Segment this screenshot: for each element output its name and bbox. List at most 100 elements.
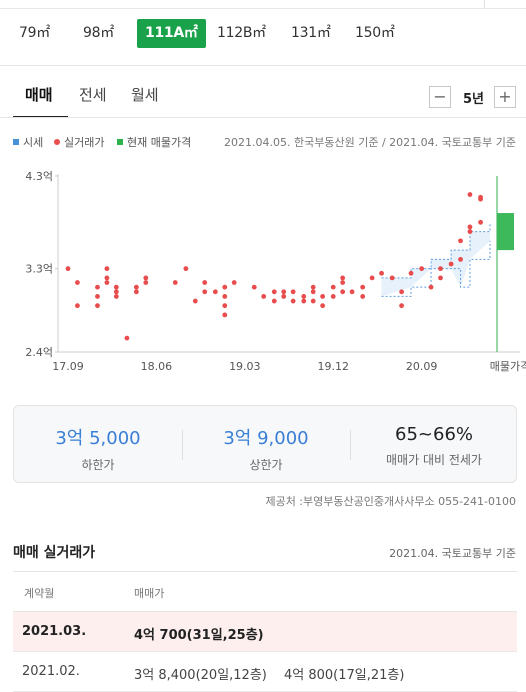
- transaction-point: [467, 224, 473, 230]
- transaction-point: [448, 261, 454, 267]
- tabs-divider: [0, 117, 526, 118]
- transaction-point: [379, 270, 384, 276]
- size-tab-98[interactable]: 98㎡: [83, 25, 114, 41]
- transaction-point: [478, 194, 483, 200]
- table-row[interactable]: 2021.03. 4억 700(31일,25층): [13, 612, 517, 652]
- x-tick-label: 18.06: [141, 360, 173, 373]
- square-icon: [117, 139, 123, 145]
- lower-price-label: 하한가: [81, 458, 115, 472]
- chart-source: 2021.04.05. 한국부동산원 기준 / 2021.04. 국토교통부 기…: [224, 136, 516, 149]
- transaction-point: [113, 289, 119, 295]
- period-decrease-button[interactable]: −: [429, 86, 451, 108]
- transaction-point: [104, 275, 110, 281]
- transaction-point: [133, 289, 139, 295]
- row-price: 3억 8,400(20일,12층): [134, 668, 267, 683]
- row-month: 2021.03.: [22, 624, 87, 639]
- transaction-point: [349, 289, 355, 295]
- transactions-source: 2021.04. 국토교통부 기준: [389, 547, 516, 560]
- transaction-point: [202, 289, 208, 295]
- transaction-point: [419, 266, 425, 272]
- transaction-point: [104, 266, 110, 272]
- transaction-point: [271, 289, 277, 295]
- legend-market-price: 시세: [13, 134, 43, 150]
- y-tick-label: 2.4억: [25, 346, 53, 359]
- upper-price-value: 3억 9,000: [223, 428, 309, 449]
- table-row[interactable]: 2021.02. 3억 8,400(20일,12층) 4억 800(17일,21…: [13, 652, 517, 692]
- transaction-point: [261, 294, 267, 299]
- transaction-point: [281, 294, 287, 299]
- transaction-point: [389, 275, 395, 281]
- transaction-point: [281, 289, 287, 295]
- transaction-point: [271, 298, 277, 304]
- tab-jeonse[interactable]: 전세: [79, 86, 107, 104]
- top-divider-vertical: [484, 0, 485, 8]
- jeonse-ratio-cell: 65~66% 매매가 대비 전세가: [350, 406, 518, 468]
- header-sale-price: 매매가: [134, 587, 165, 600]
- transaction-point: [320, 294, 326, 299]
- tab-monthly-rent[interactable]: 월세: [131, 86, 159, 104]
- transaction-point: [113, 284, 119, 290]
- transaction-point: [301, 298, 307, 304]
- transaction-point: [310, 289, 316, 295]
- period-increase-button[interactable]: +: [494, 86, 516, 108]
- legend-current-listing: 현재 매물가격: [117, 134, 191, 150]
- transaction-point: [399, 303, 404, 309]
- dot-icon: [54, 139, 60, 145]
- legend-label: 시세: [23, 136, 44, 149]
- header-contract-month: 계약월: [24, 587, 55, 600]
- transaction-point: [222, 303, 228, 309]
- summary-divider: [182, 430, 183, 460]
- size-tab-150[interactable]: 150㎡: [355, 25, 395, 41]
- transaction-point: [113, 294, 119, 299]
- price-summary-box: 3억 5,000 하한가 3억 9,000 상한가 65~66% 매매가 대비 …: [13, 405, 517, 483]
- table-header: 계약월 매매가: [13, 571, 517, 612]
- transaction-point: [340, 280, 346, 285]
- transaction-point: [369, 275, 375, 281]
- legend-actual-transaction: 실거래가: [54, 134, 104, 150]
- transaction-point: [340, 289, 346, 295]
- size-tab-131[interactable]: 131㎡: [291, 25, 331, 41]
- transaction-point: [192, 298, 198, 304]
- transaction-point: [290, 289, 296, 295]
- transaction-point: [438, 266, 443, 272]
- transaction-point: [467, 192, 473, 197]
- transaction-point: [478, 219, 483, 225]
- transaction-point: [458, 238, 463, 244]
- transaction-point: [104, 280, 110, 285]
- row-price: 4억 700(31일,25층): [134, 628, 264, 643]
- x-tick-label: 17.09: [52, 360, 84, 373]
- transaction-point: [290, 298, 296, 304]
- transaction-point: [95, 284, 100, 290]
- jeonse-ratio-label: 매매가 대비 전세가: [386, 453, 482, 467]
- legend-label: 실거래가: [64, 136, 105, 149]
- size-tab-112b[interactable]: 112B㎡: [217, 25, 266, 41]
- lower-price-value: 3억 5,000: [55, 428, 141, 449]
- transaction-point: [340, 275, 346, 281]
- transaction-point: [133, 284, 139, 290]
- lower-price-cell: 3억 5,000 하한가: [14, 406, 182, 473]
- y-tick-label: 3.3억: [25, 263, 53, 276]
- transaction-point: [330, 294, 336, 299]
- current-listing-range: [497, 213, 514, 251]
- data-provider: 제공처 :부영부동산공인중개사사무소 055-241-0100: [265, 495, 516, 508]
- transaction-point: [95, 303, 100, 309]
- transaction-point: [222, 294, 228, 299]
- x-tick-label: 매물가격: [490, 360, 526, 373]
- x-tick-label: 19.03: [229, 360, 261, 373]
- transaction-point: [222, 312, 228, 318]
- size-tab-111a[interactable]: 111A㎡: [137, 19, 206, 48]
- tab-sale[interactable]: 매매: [25, 86, 53, 104]
- transaction-point: [310, 298, 316, 304]
- upper-price-label: 상한가: [249, 458, 283, 472]
- transaction-point: [251, 284, 257, 290]
- transactions-title: 매매 실거래가: [13, 545, 96, 561]
- transaction-point: [65, 266, 71, 272]
- transaction-point: [95, 294, 100, 299]
- transaction-point: [301, 294, 307, 299]
- transaction-point: [438, 275, 443, 281]
- transaction-point: [467, 229, 473, 234]
- row-month: 2021.02.: [22, 664, 80, 679]
- transaction-point: [428, 284, 434, 290]
- size-tab-79[interactable]: 79㎡: [19, 25, 50, 41]
